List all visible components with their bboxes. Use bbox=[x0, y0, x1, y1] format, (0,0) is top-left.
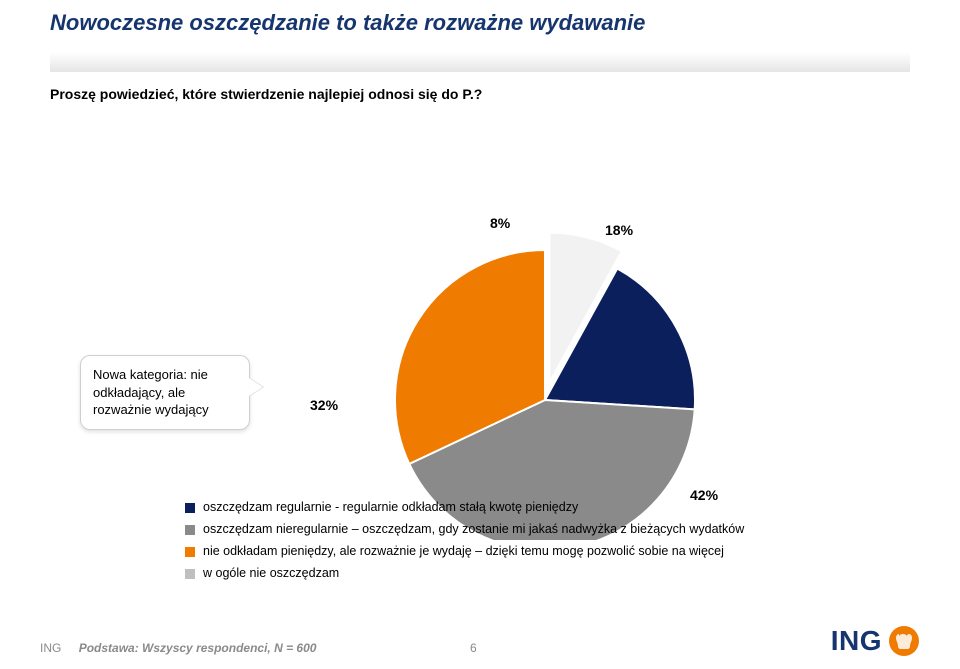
legend-swatch bbox=[185, 503, 195, 513]
slide-title: Nowoczesne oszczędzanie to także rozważn… bbox=[50, 10, 645, 36]
legend-swatch bbox=[185, 569, 195, 579]
lion-icon bbox=[888, 625, 920, 657]
page-number: 6 bbox=[470, 641, 477, 655]
footer-brand: ING bbox=[40, 641, 61, 655]
legend-swatch bbox=[185, 547, 195, 557]
footer-left: ING Podstawa: Wszyscy respondenci, N = 6… bbox=[40, 641, 316, 655]
pie-svg: 8%18%42%32% bbox=[0, 120, 960, 540]
chart-legend: oszczędzam regularnie - regularnie odkła… bbox=[185, 500, 805, 588]
slide-subtitle: Proszę powiedzieć, które stwierdzenie na… bbox=[50, 86, 482, 102]
legend-item: oszczędzam regularnie - regularnie odkła… bbox=[185, 500, 805, 514]
legend-item: nie odkładam pieniędzy, ale rozważnie je… bbox=[185, 544, 805, 558]
brand-logo: ING bbox=[831, 625, 920, 657]
legend-label: nie odkładam pieniędzy, ale rozważnie je… bbox=[203, 544, 724, 558]
pie-slice-label: 18% bbox=[605, 222, 634, 238]
footer-basis: Podstawa: Wszyscy respondenci, N = 600 bbox=[79, 641, 317, 655]
pie-slice-label: 8% bbox=[490, 215, 511, 231]
pie-slice-label: 32% bbox=[310, 397, 339, 413]
pie-chart: 8%18%42%32% Nowa kategoria: nie odkładaj… bbox=[0, 120, 960, 540]
logo-text: ING bbox=[831, 625, 882, 657]
legend-label: oszczędzam regularnie - regularnie odkła… bbox=[203, 500, 578, 514]
callout-text: Nowa kategoria: nie odkładający, ale roz… bbox=[93, 367, 209, 417]
legend-item: w ogóle nie oszczędzam bbox=[185, 566, 805, 580]
legend-label: oszczędzam nieregularnie – oszczędzam, g… bbox=[203, 522, 744, 536]
title-underline bbox=[50, 52, 910, 72]
legend-swatch bbox=[185, 525, 195, 535]
callout-box: Nowa kategoria: nie odkładający, ale roz… bbox=[80, 355, 250, 430]
legend-item: oszczędzam nieregularnie – oszczędzam, g… bbox=[185, 522, 805, 536]
legend-label: w ogóle nie oszczędzam bbox=[203, 566, 339, 580]
